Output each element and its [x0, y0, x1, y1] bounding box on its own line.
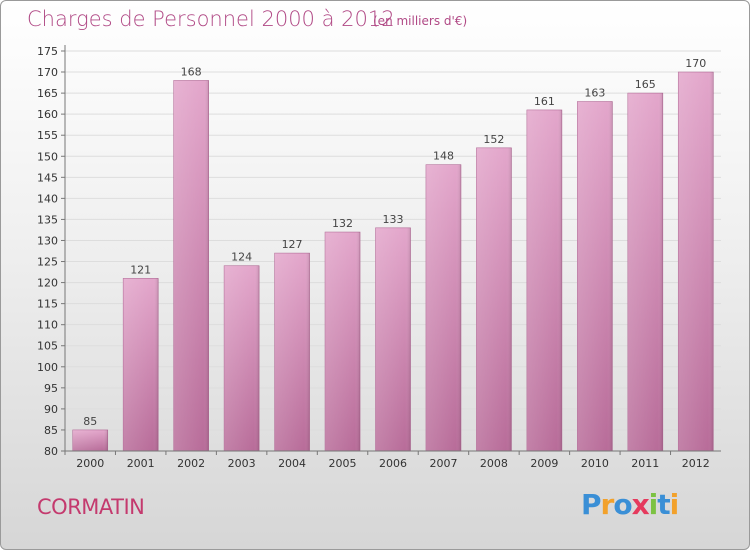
x-tick-label: 2012 [682, 457, 710, 470]
logo-letter: x [631, 488, 650, 521]
data-label: 124 [231, 251, 252, 264]
data-label: 161 [534, 95, 555, 108]
logo-letter: r [600, 488, 615, 521]
y-tick-label: 115 [37, 298, 58, 311]
data-label: 165 [635, 78, 656, 91]
logo-letter: i [669, 488, 680, 521]
y-tick-label: 165 [37, 87, 58, 100]
data-label: 168 [181, 65, 202, 78]
x-tick-label: 2010 [581, 457, 609, 470]
chart-subtitle: (en milliers d'€) [373, 14, 468, 28]
y-tick-label: 155 [37, 129, 58, 142]
y-tick-label: 175 [37, 45, 58, 58]
y-tick-label: 80 [44, 445, 58, 458]
proxiti-logo: Proxiti [581, 488, 680, 521]
x-tick-label: 2011 [631, 457, 659, 470]
y-tick-label: 120 [37, 277, 58, 290]
data-label: 170 [685, 57, 706, 70]
y-tick-label: 95 [44, 382, 58, 395]
bar-shade [123, 278, 159, 451]
y-tick-label: 90 [44, 403, 58, 416]
data-label: 121 [130, 263, 151, 276]
x-tick-label: 2005 [329, 457, 357, 470]
x-tick-label: 2009 [530, 457, 558, 470]
bar-shade [678, 72, 714, 451]
y-tick-label: 170 [37, 66, 58, 79]
y-tick-label: 100 [37, 361, 58, 374]
logo-letter: i [648, 488, 659, 521]
data-label: 163 [584, 87, 605, 100]
bar-shade [173, 80, 209, 451]
bar-shade [577, 101, 613, 452]
data-label: 133 [383, 213, 404, 226]
y-tick-label: 130 [37, 234, 58, 247]
y-tick-label: 135 [37, 213, 58, 226]
bar-shade [425, 164, 461, 451]
data-label: 148 [433, 150, 454, 163]
x-tick-label: 2007 [429, 457, 457, 470]
bar-shade [627, 93, 663, 452]
y-tick-label: 150 [37, 150, 58, 163]
x-tick-label: 2004 [278, 457, 306, 470]
commune-name: CORMATIN [37, 495, 145, 519]
y-tick-label: 125 [37, 256, 58, 269]
x-tick-label: 2002 [177, 457, 205, 470]
logo-letter: t [657, 488, 670, 521]
logo-letter: o [613, 488, 632, 521]
x-tick-label: 2000 [76, 457, 104, 470]
bar-shade [375, 227, 411, 451]
data-label: 152 [483, 133, 504, 146]
chart-title: Charges de Personnel 2000 à 2012 [27, 7, 395, 31]
x-tick-label: 2003 [228, 457, 256, 470]
y-tick-label: 140 [37, 192, 58, 205]
y-tick-label: 105 [37, 340, 58, 353]
x-tick-label: 2006 [379, 457, 407, 470]
data-label: 132 [332, 217, 353, 230]
logo-letter: P [581, 488, 602, 521]
y-tick-label: 85 [44, 424, 58, 437]
bar-shade [224, 265, 260, 451]
bar-shade [476, 147, 512, 451]
data-label: 127 [282, 238, 303, 251]
x-tick-label: 2008 [480, 457, 508, 470]
y-tick-label: 110 [37, 319, 58, 332]
y-tick-label: 145 [37, 171, 58, 184]
bar-shade [72, 429, 108, 451]
bar-shade [526, 109, 562, 452]
x-tick-label: 2001 [127, 457, 155, 470]
y-tick-label: 160 [37, 108, 58, 121]
bar-shade [325, 232, 361, 451]
data-label: 85 [83, 415, 97, 428]
bar-shade [274, 253, 310, 451]
